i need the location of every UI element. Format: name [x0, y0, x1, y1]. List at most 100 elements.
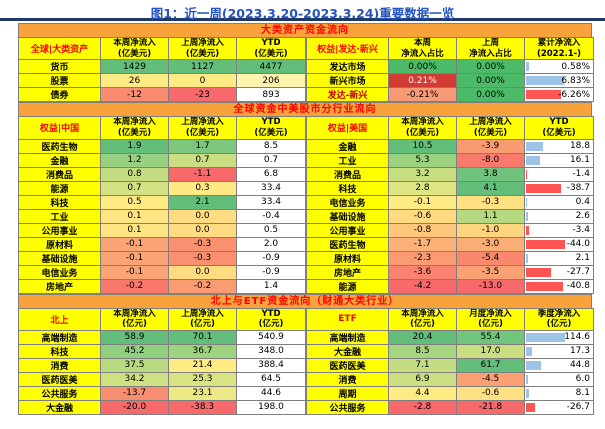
value-cell: 64.5	[236, 371, 306, 387]
value-cell: -4.2	[388, 278, 457, 294]
row-label: 原材料	[306, 250, 389, 266]
table-row: 房地产 -3.6 -3.5 -27.7	[306, 264, 594, 280]
table-row: 发达市场 0.00% 0.00% 0.58%	[306, 59, 594, 75]
value-cell: 206	[236, 73, 306, 89]
table-corner-label: 权益|中国	[18, 116, 101, 140]
value-cell: -20.0	[100, 399, 169, 415]
negative-data-bar	[526, 169, 528, 179]
table-row: 房地产 -0.2 -0.2 1.4	[18, 278, 306, 294]
positive-data-bar	[526, 360, 542, 370]
positive-data-bar	[526, 374, 529, 384]
row-label: 股票	[18, 73, 101, 89]
value-cell: -26.7	[524, 399, 594, 415]
column-header: YTD (亿美元)	[524, 116, 594, 140]
value-cell: -21.8	[456, 399, 525, 415]
column-header: 本周 净流入占比	[388, 36, 457, 61]
value-cell: -1.7	[388, 236, 457, 252]
table-row: 基础设施 -0.6 1.1 2.6	[306, 208, 594, 224]
value-cell: 45.2	[100, 343, 169, 359]
table-row: 消费 37.5 21.4 388.4	[18, 357, 306, 373]
row-label: 科技	[18, 343, 101, 359]
value-cell: 0.58%	[524, 59, 594, 75]
data-table-global-assets: 全球|大类资产 本周净流入 (亿美元) 上周净流入 (亿美元) YTD (亿美元) 货币…	[18, 36, 306, 103]
value-cell: 0.00%	[456, 73, 525, 89]
value-cell: 4.4	[388, 385, 457, 401]
table-row: 大金融 -20.0 -38.3 198.0	[18, 399, 306, 415]
value-cell: -8.0	[456, 152, 525, 168]
value-cell: 18.8	[524, 138, 594, 154]
table-corner-label: 北上	[18, 307, 101, 331]
column-header: 上周 净流入占比	[456, 36, 525, 61]
table-row: 医药医美 7.1 61.7 44.8	[306, 357, 594, 373]
negative-data-bar	[526, 281, 563, 291]
table-row: 股票 26 0 206	[18, 73, 306, 89]
value-cell: -3.5	[456, 264, 525, 280]
value-cell: 0.5	[236, 222, 306, 238]
value-cell: -12	[100, 87, 169, 103]
table-row: 周期 4.4 -0.6 8.1	[306, 385, 594, 401]
table-row: 消费品 3.2 3.8 -1.4	[306, 166, 594, 182]
row-label: 金融	[18, 152, 101, 168]
value-cell: -3.6	[388, 264, 457, 280]
value-cell: 7.1	[388, 357, 457, 373]
value-cell: 44.8	[524, 357, 594, 373]
value-cell: -23	[168, 87, 237, 103]
value-cell: -0.1	[100, 264, 169, 280]
value-cell: -0.3	[168, 250, 237, 266]
value-cell: 21.4	[168, 357, 237, 373]
value-cell: 0	[168, 73, 237, 89]
positive-data-bar	[526, 332, 566, 342]
value-cell: 6.8	[236, 166, 306, 182]
value-cell: 0.0	[168, 264, 237, 280]
cell-value: -6.26%	[558, 89, 590, 100]
table-row: 大金融 8.5 17.0 17.3	[306, 343, 594, 359]
table-row: 科技 45.2 36.7 348.0	[18, 343, 306, 359]
value-cell: 2.1	[168, 194, 237, 210]
value-cell: 1429	[100, 59, 169, 75]
row-label: 公共服务	[18, 385, 101, 401]
cell-value: 6.83%	[561, 75, 590, 86]
table-row: 公用事业 -0.8 -1.0 -3.4	[306, 222, 594, 238]
table-row: 工业 0.1 0.0 -0.4	[18, 208, 306, 224]
value-cell: 348.0	[236, 343, 306, 359]
value-cell: 1.7	[168, 138, 237, 154]
table-row: 电信业务 -0.1 0.0 -0.9	[18, 264, 306, 280]
section-title: 大类资产资金流向	[18, 23, 592, 37]
value-cell: 5.3	[388, 152, 457, 168]
cell-value: 18.8	[569, 141, 590, 151]
title-underline	[0, 18, 605, 21]
value-cell: -0.2	[100, 278, 169, 294]
row-label: 能源	[306, 278, 389, 294]
value-cell: -13.7	[100, 385, 169, 401]
column-header: 上周净流入 (亿美元)	[456, 116, 525, 140]
table-row: 公用事业 0.1 0.0 0.5	[18, 222, 306, 238]
value-cell: -40.8	[524, 278, 594, 294]
value-cell: -0.2	[168, 278, 237, 294]
value-cell: 8.1	[524, 385, 594, 401]
value-cell: -0.9	[236, 264, 306, 280]
table-row: 能源 0.7 0.3 33.4	[18, 180, 306, 196]
value-cell: 0.21%	[388, 73, 457, 89]
data-table-equity-china: 权益|中国 本周净流入 (亿美元) 上周净流入 (亿美元) YTD (亿美元) 医药生物…	[18, 116, 306, 294]
column-header: 累计净流入 (2022.1-)	[524, 36, 594, 61]
value-cell: 58.9	[100, 329, 169, 345]
value-cell: 0.1	[100, 208, 169, 224]
value-cell: -6.26%	[524, 87, 594, 103]
value-cell: -3.9	[456, 138, 525, 154]
value-cell: 23.1	[168, 385, 237, 401]
figure-title: 图1：近一周(2023.3.20-2023.3.24)重要数据一览	[150, 6, 455, 21]
value-cell: 0.8	[100, 166, 169, 182]
value-cell: -0.3	[456, 194, 525, 210]
column-header: 本周净流入 (亿美元)	[100, 116, 169, 140]
value-cell: 6.0	[524, 371, 594, 387]
cell-value: 8.1	[575, 388, 590, 399]
column-header: 本周净流入 (亿元)	[388, 307, 457, 331]
column-header: 季度净流入 (亿元)	[524, 307, 594, 331]
table-corner-label: ETF	[306, 307, 389, 331]
section-title: 全球资金中美股市分行业流向	[18, 102, 592, 117]
value-cell: 114.6	[524, 329, 594, 345]
value-cell: -0.9	[236, 250, 306, 266]
table-row: 工业 5.3 -8.0 16.1	[306, 152, 594, 168]
cell-value: 16.1	[569, 155, 590, 165]
value-cell: 25.3	[168, 371, 237, 387]
